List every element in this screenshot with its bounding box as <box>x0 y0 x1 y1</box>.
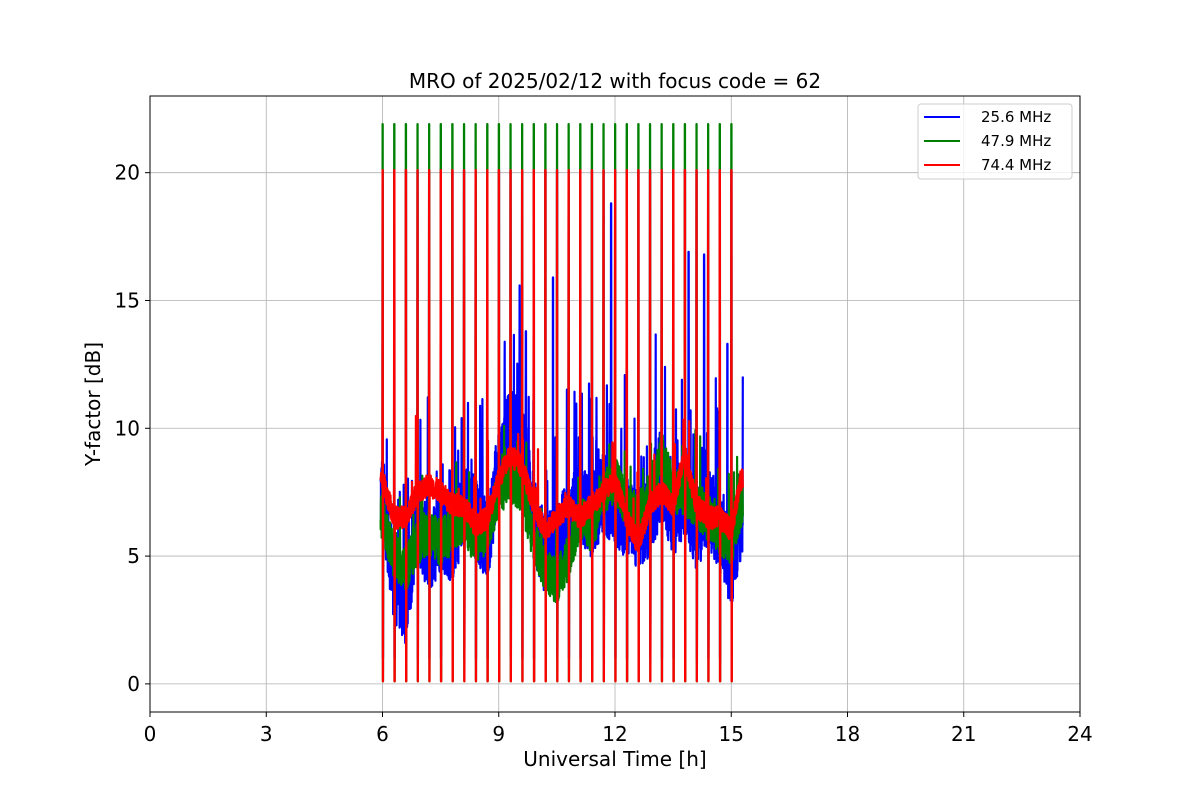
x-tick-label: 12 <box>602 722 627 746</box>
y-tick-label: 15 <box>115 288 140 312</box>
y-tick-label: 20 <box>115 161 140 185</box>
legend-entry-label: 25.6 MHz <box>981 108 1051 126</box>
legend-entry-label: 74.4 MHz <box>981 156 1051 174</box>
plot-area <box>379 122 744 683</box>
y-tick-label: 0 <box>127 672 140 696</box>
y-axis-ticks: 0 5 10 15 20 <box>115 161 150 696</box>
y-tick-label: 10 <box>115 416 140 440</box>
x-axis-ticks: 0 3 6 9 12 15 18 21 24 <box>144 712 1093 746</box>
x-tick-label: 21 <box>951 722 976 746</box>
legend-box <box>917 103 1073 180</box>
series-line-3 <box>379 169 744 683</box>
legend-entry-label: 47.9 MHz <box>981 132 1051 150</box>
x-tick-label: 18 <box>835 722 860 746</box>
x-tick-label: 3 <box>260 722 273 746</box>
y-axis-label: Y-factor [dB] <box>81 342 105 467</box>
x-tick-label: 0 <box>144 722 157 746</box>
series-group <box>379 122 744 683</box>
chart-title: MRO of 2025/02/12 with focus code = 62 <box>409 69 821 93</box>
x-tick-label: 24 <box>1067 722 1092 746</box>
legend: 25.6 MHz 47.9 MHz 74.4 MHz <box>917 103 1073 180</box>
x-tick-label: 9 <box>492 722 505 746</box>
y-tick-label: 5 <box>127 544 140 568</box>
x-axis-label: Universal Time [h] <box>523 747 706 771</box>
x-tick-label: 6 <box>376 722 389 746</box>
x-tick-label: 15 <box>719 722 744 746</box>
